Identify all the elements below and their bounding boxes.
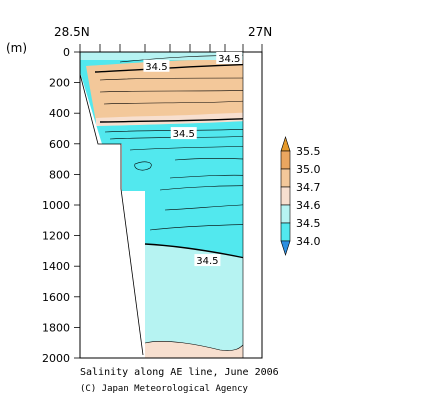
colorbar-level-label: 34.0 [296, 235, 321, 248]
y-tick-label: 1400 [42, 260, 70, 273]
salinity-warm-sub-band [96, 112, 262, 126]
contour-labels: 34.5 34.5 34.5 34.5 [143, 52, 243, 267]
colorbar-swatch [280, 150, 291, 170]
contour-label: 34.5 [218, 54, 240, 65]
salinity-bottom-high-band [145, 341, 243, 358]
colorbar-level-label: 34.6 [296, 199, 321, 212]
colorbar-swatch [280, 186, 291, 206]
station-ticks [79, 44, 263, 52]
contour-label-bg [170, 127, 197, 140]
colorbar-level-label: 34.7 [296, 181, 321, 194]
y-tick-label: 1000 [42, 199, 70, 212]
y-tick-label: 1800 [42, 321, 70, 334]
contour-label-bg [143, 59, 170, 72]
salinity-deep-low-band [145, 244, 262, 358]
contour-label-bg [216, 52, 243, 64]
section-plot-area [80, 52, 262, 358]
x-label-left: 28.5N [54, 25, 90, 39]
colorbar-level-label: 35.0 [296, 163, 321, 176]
y-tick-label: 400 [49, 107, 70, 120]
y-axis-unit: (m) [6, 41, 27, 55]
colorbar-swatch [280, 168, 291, 188]
contour-label: 34.5 [145, 62, 167, 73]
colorbar-level-label: 35.5 [296, 145, 321, 158]
y-tick-label: 2000 [42, 352, 70, 365]
colorbar-level-label: 34.5 [296, 217, 321, 230]
colorbar-bottom-arrow [280, 240, 291, 256]
credit-text: (C) Japan Meteorological Agency [80, 384, 249, 394]
y-tick-label: 600 [49, 138, 70, 151]
colorbar-swatch [280, 204, 291, 224]
land-mask [80, 52, 145, 358]
y-tick-label: 0 [63, 46, 70, 59]
colorbar-top-arrow [280, 136, 291, 152]
y-tick-label: 800 [49, 168, 70, 181]
chart-caption: Salinity along AE line, June 2006 [80, 367, 279, 378]
x-label-right: 27N [248, 25, 272, 39]
y-tick-label: 1200 [42, 230, 70, 243]
contour-label: 34.5 [196, 256, 218, 267]
contour-label-bg [194, 254, 221, 267]
colorbar-swatch [280, 222, 291, 242]
y-tick-label: 200 [49, 77, 70, 90]
y-tick-label: 1600 [42, 291, 70, 304]
colorbar: 35.5 35.0 34.7 34.6 34.5 34.0 [280, 136, 321, 256]
contour-label: 34.5 [173, 129, 195, 140]
y-axis: 0 200 400 600 800 1000 1200 1400 1600 1800 2000 [42, 46, 80, 365]
